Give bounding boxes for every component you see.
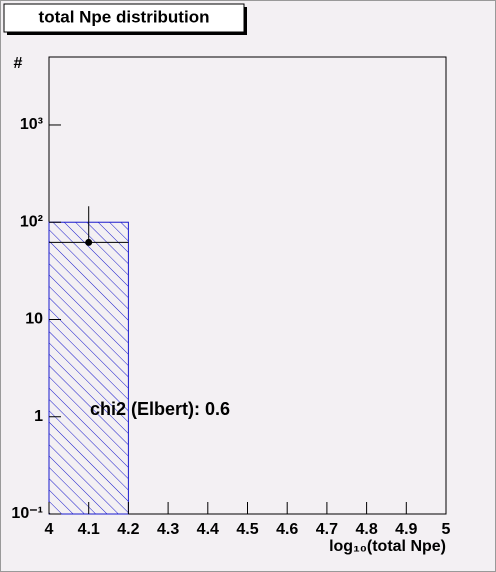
y-tick-label: 10⁻¹ [11,505,43,522]
x-tick-label: 4.4 [197,521,219,538]
y-tick-label: 10³ [20,116,43,133]
x-tick-label: 5 [442,521,451,538]
x-tick-label: 4.1 [78,521,100,538]
data-point [85,238,93,246]
bar [48,221,129,515]
annotation: chi2 (Elbert): 0.6 [90,399,230,419]
x-axis-label: log₁₀(total Npe) [329,538,446,555]
y-tick-label: 1 [34,408,43,425]
y-axis-label: # [14,55,23,72]
x-tick-label: 4 [45,521,54,538]
title-box [3,3,245,33]
y-tick-label: 10 [25,311,43,328]
y-tick-label: 10² [20,213,43,230]
x-tick-label: 4.2 [117,521,139,538]
x-tick-label: 4.5 [236,521,258,538]
x-tick-label: 4.8 [355,521,377,538]
x-tick-label: 4.6 [276,521,298,538]
chart-title: total Npe distribution [39,7,210,26]
x-tick-label: 4.3 [157,521,179,538]
x-tick-label: 4.7 [316,521,338,538]
x-tick-label: 4.9 [395,521,417,538]
